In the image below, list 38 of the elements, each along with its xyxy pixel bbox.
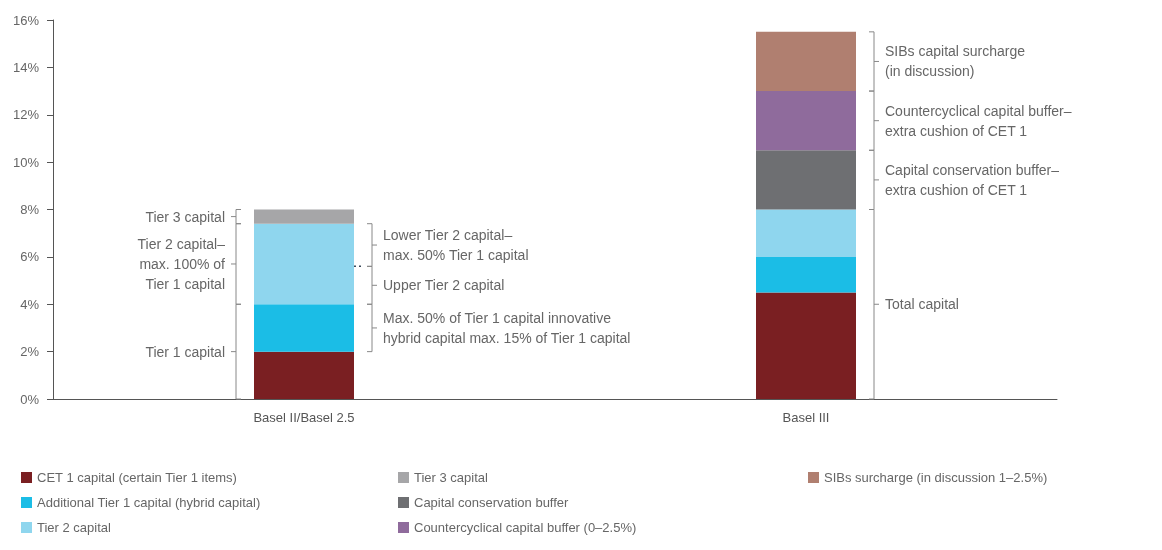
annotation: Tier 2 capital– max. 100% of Tier 1 capital [137,235,226,292]
legend-label: CET 1 capital (certain Tier 1 items) [37,470,237,485]
bar [756,31,856,92]
bar [756,209,856,257]
bar [254,304,354,352]
annotation: Lower Tier 2 capital– max. 50% Tier 1 capital [383,227,529,264]
bar [756,292,856,399]
bar [756,150,856,210]
annotation: Tier 1 capital [145,343,225,360]
annotation: Tier 3 capital [145,208,225,225]
legend-label: Capital conservation buffer [414,495,570,510]
y-tick-label: 10% [12,154,40,170]
legend-label: SIBs surcharge (in discussion 1–2.5%) [824,470,1048,485]
annotation: Max. 50% of Tier 1 capital innovative hybrid capital max. 15% of Tier 1 capital [383,309,631,346]
legend-label: Tier 3 capital [414,470,489,485]
legend-label: Additional Tier 1 capital (hybrid capital) [37,495,261,510]
y-tick-label: 6% [20,249,40,265]
y-tick-label: 16% [12,12,40,28]
legend-label: Tier 2 capital [37,520,112,535]
annotation: SIBs capital surcharge (in discussion) [885,43,1026,80]
y-tick-label: 2% [20,344,40,360]
y-tick-label: 4% [20,296,40,312]
annotation: Upper Tier 2 capital [383,277,505,294]
x-tick-label: Basel II/Basel 2.5 [253,410,355,425]
bar [756,91,856,151]
bar [254,209,354,224]
legend-label: Countercyclical capital buffer (0–2.5%) [414,520,637,535]
x-tick-label: Basel III [782,410,830,425]
bar [254,351,354,399]
annotation: Capital conservation buffer– extra cushion of CET 1 [885,161,1060,198]
bar [756,256,856,293]
y-tick-label: 12% [12,107,40,123]
y-tick-label: 0% [20,391,40,407]
y-tick-label: 14% [12,59,40,75]
annotation: Total capital [885,296,959,313]
y-tick-label: 8% [20,202,40,217]
bar [254,223,354,305]
annotation: Countercyclical capital buffer– extra cushion of CET 1 [885,102,1072,139]
